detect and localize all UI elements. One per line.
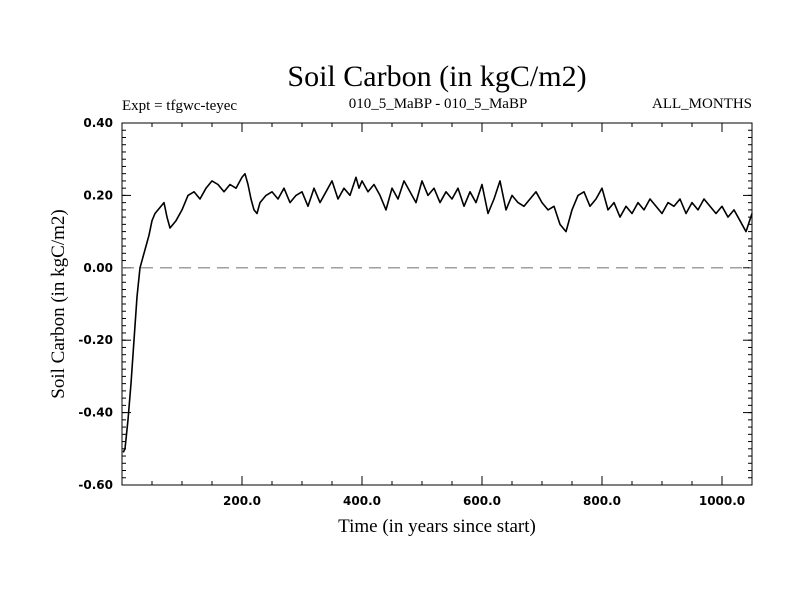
- y-minor-ticks: [122, 122, 752, 486]
- y-tick-label: 0.20: [83, 188, 113, 202]
- chart-title: Soil Carbon (in kgC/m2): [287, 60, 586, 93]
- y-axis-label: Soil Carbon (in kgC/m2): [48, 209, 69, 398]
- y-tick-label: 0.40: [83, 116, 113, 130]
- experiment-label: Expt = tfgwc-teyec: [122, 98, 237, 114]
- x-major-ticks: 200.0 400.0 600.0 800.0 1000.0: [223, 123, 745, 508]
- months-label: ALL_MONTHS: [652, 96, 752, 112]
- period-label: 010_5_MaBP - 010_5_MaBP: [349, 96, 528, 112]
- soil-carbon-series-line: [122, 172, 753, 453]
- x-tick-label: 400.0: [343, 494, 381, 508]
- x-tick-label: 1000.0: [699, 494, 745, 508]
- y-tick-label: -0.60: [78, 478, 113, 492]
- y-tick-label: 0.00: [83, 261, 113, 275]
- y-tick-label: -0.20: [78, 333, 113, 347]
- x-axis-label: Time (in years since start): [338, 516, 536, 537]
- x-tick-label: 200.0: [223, 494, 261, 508]
- x-minor-ticks: [151, 123, 723, 485]
- x-tick-label: 800.0: [583, 494, 621, 508]
- y-tick-label: -0.40: [78, 406, 113, 420]
- x-tick-label: 600.0: [463, 494, 501, 508]
- plot-area-frame: [121, 122, 753, 486]
- y-major-ticks: -0.60 -0.40 -0.20 0.00 0.20 0.40: [78, 116, 752, 492]
